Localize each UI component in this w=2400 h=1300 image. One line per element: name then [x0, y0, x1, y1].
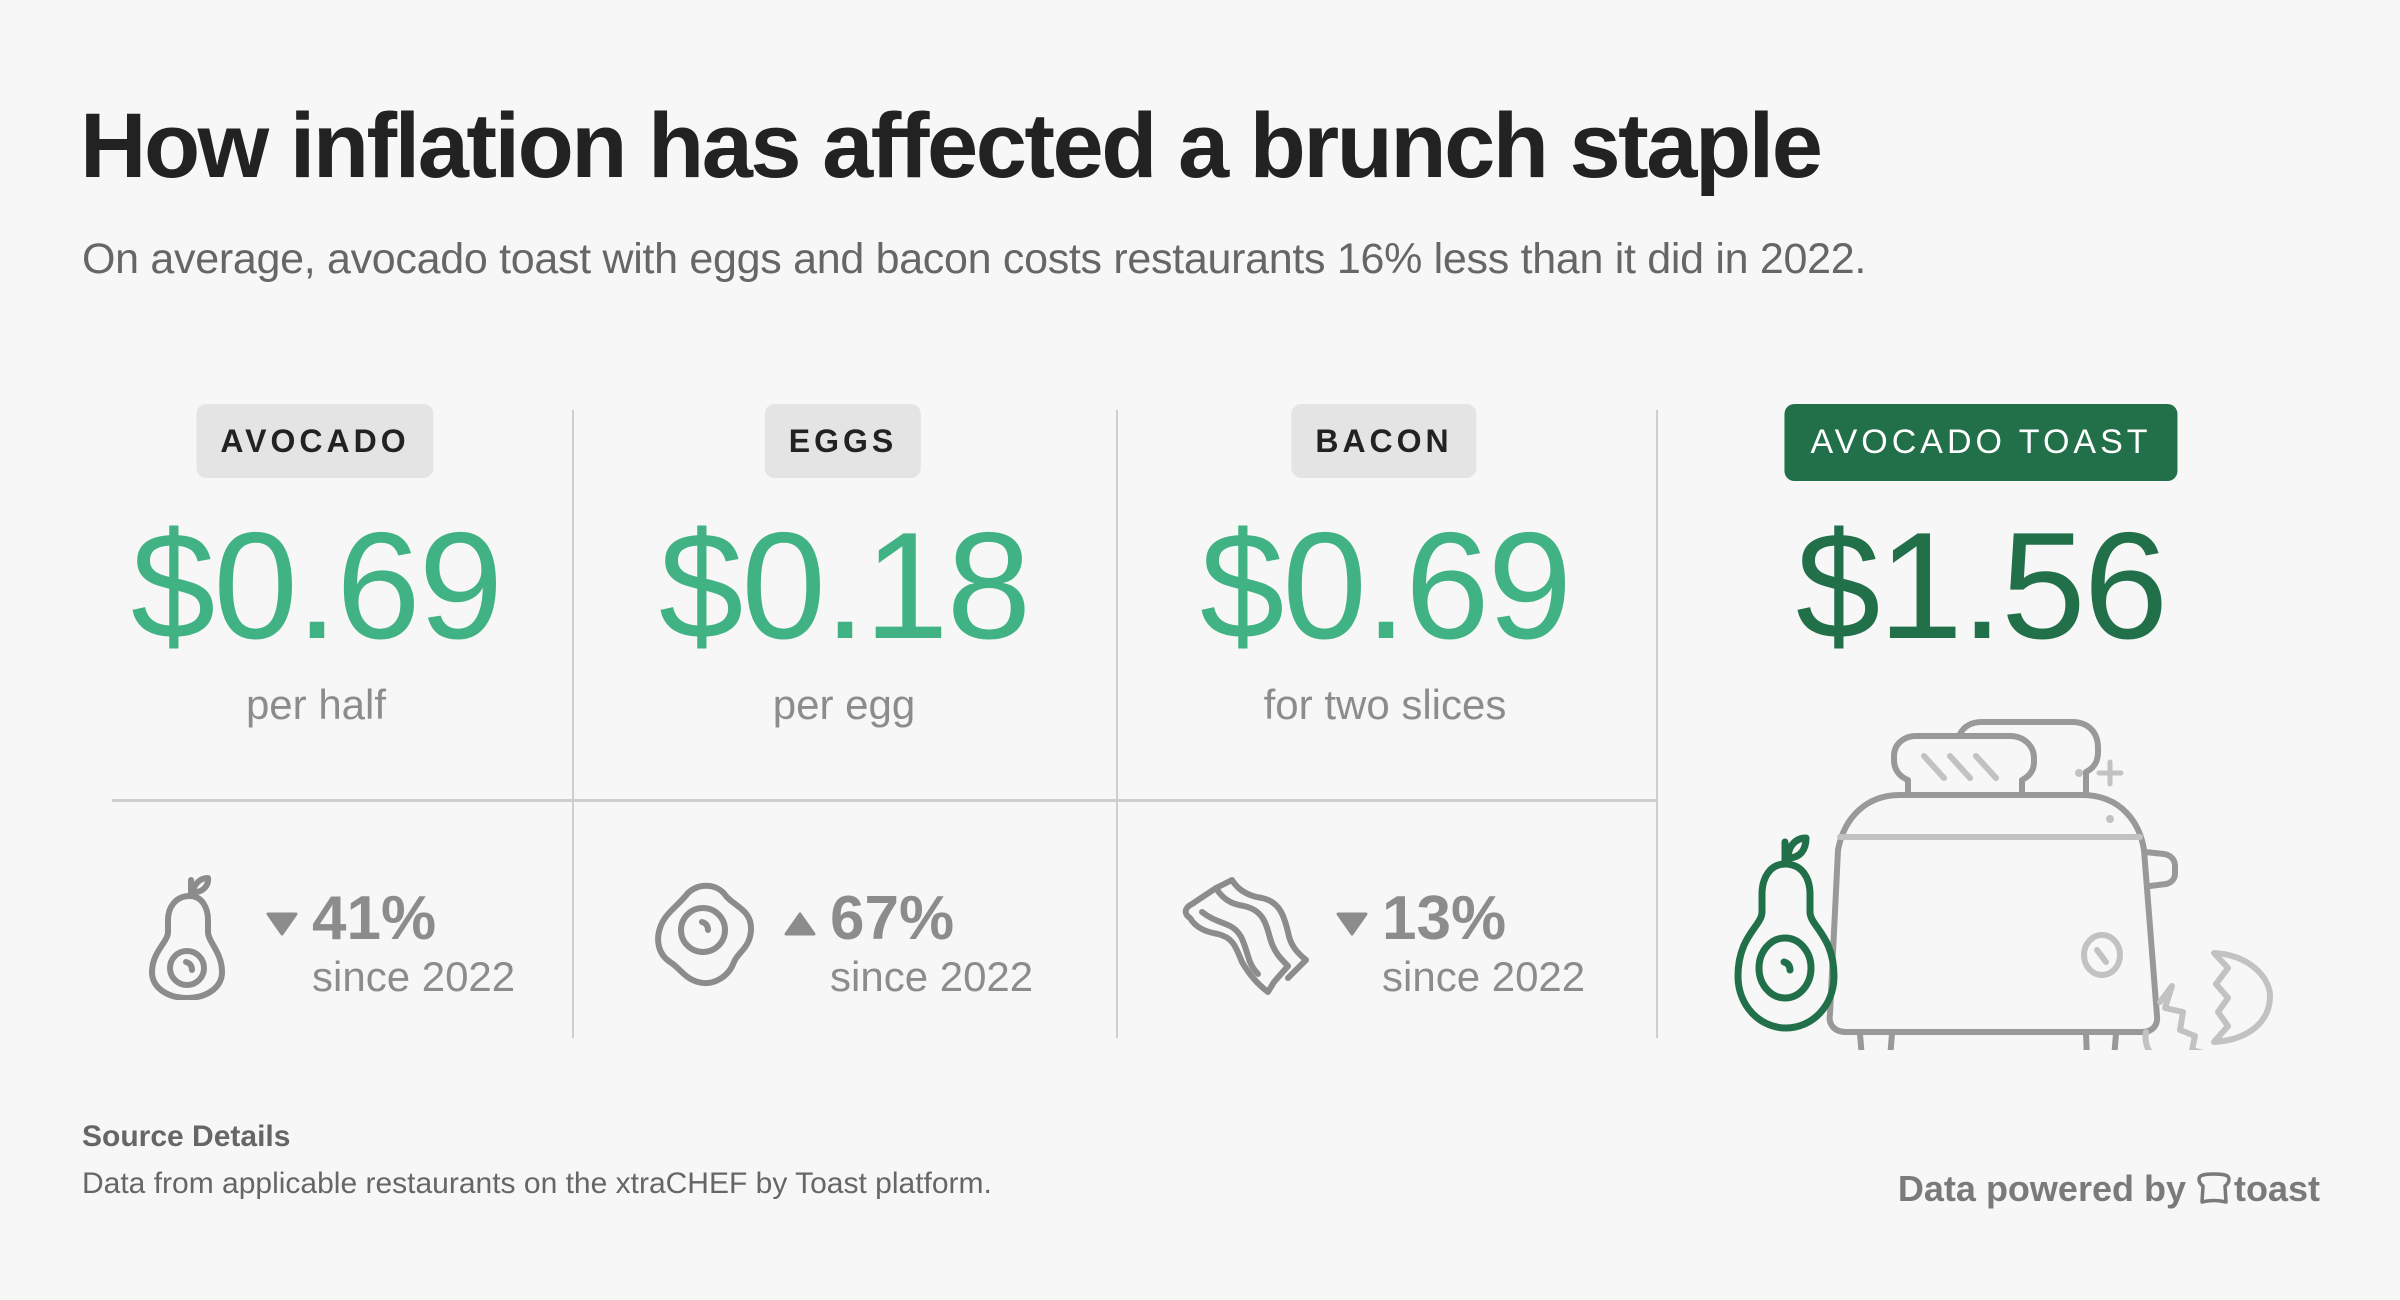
bacon-icon [1182, 877, 1309, 995]
total-price: $1.56 [1795, 501, 2168, 671]
avocado-icon [149, 875, 225, 1000]
toaster-illustration [1734, 719, 2273, 1050]
powered-by-credit: Data powered by toast [1898, 1168, 2320, 1210]
triangle-up-icon [784, 912, 816, 936]
ingredient-price: $0.18 [658, 501, 1031, 671]
ingredient-price: $0.69 [130, 501, 503, 671]
ingredient-unit: for two slices [1263, 681, 1507, 728]
change-since: since 2022 [312, 953, 516, 1000]
ingredient-label-pill: BACON [1291, 404, 1477, 478]
change-percent: 13% [1382, 884, 1507, 953]
row-divider [112, 799, 1658, 802]
ingredient-label-pill: AVOCADO [196, 404, 434, 478]
toast-logo-icon [2197, 1172, 2231, 1204]
price-change: 67% since 2022 [648, 860, 1033, 1000]
column-divider [1116, 410, 1118, 1038]
triangle-down-icon [266, 912, 298, 936]
source-details-text: Data from applicable restaurants on the … [82, 1167, 992, 1200]
source-details-heading: Source Details [82, 1120, 291, 1153]
total-label-pill: AVOCADO TOAST [1784, 404, 2178, 481]
change-since: since 2022 [1382, 953, 1586, 1000]
column-divider [572, 410, 574, 1038]
triangle-down-icon [1336, 912, 1368, 936]
price-change: 13% since 2022 [1170, 860, 1585, 1000]
change-percent: 41% [312, 884, 437, 953]
ingredient-unit: per egg [772, 681, 916, 728]
fried-egg-icon [655, 882, 754, 986]
change-percent: 67% [830, 884, 955, 953]
ingredient-label-pill: EGGS [764, 404, 922, 478]
ingredient-price: $0.69 [1199, 501, 1572, 671]
toast-brand-name: toast [2233, 1168, 2320, 1209]
page-title: How inflation has affected a brunch stap… [80, 95, 1823, 197]
change-since: since 2022 [830, 953, 1034, 1000]
powered-by-label: Data powered by [1897, 1168, 2186, 1209]
price-change: 41% since 2022 [130, 860, 515, 1000]
page-subtitle: On average, avocado toast with eggs and … [82, 235, 1867, 283]
column-divider [1656, 410, 1658, 1038]
ingredient-unit: per half [245, 681, 387, 728]
